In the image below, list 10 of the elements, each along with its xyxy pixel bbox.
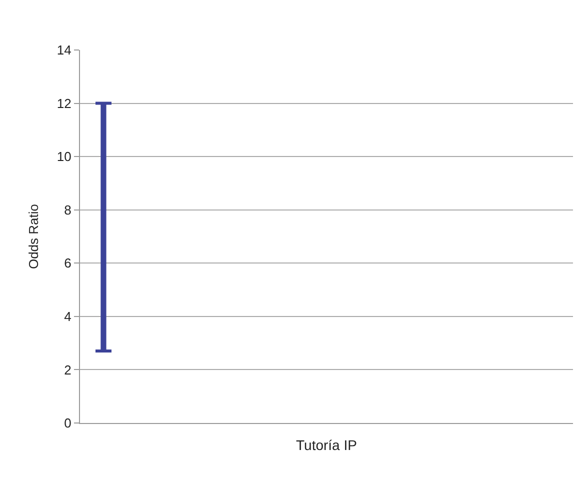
y-tick-label: 6 — [64, 256, 72, 271]
y-tick-label: 4 — [64, 308, 72, 324]
y-tick-label: 2 — [64, 362, 72, 378]
y-tick-label: 14 — [56, 42, 72, 58]
y-axis-title: Odds Ratio — [26, 204, 41, 270]
text: Tutoría IP — [296, 437, 357, 453]
y-tick-label: 12 — [56, 96, 72, 111]
y-tick-label: 0 — [64, 416, 72, 431]
y-tick-label: 8 — [64, 202, 72, 218]
y-tick-label: 10 — [56, 149, 72, 164]
